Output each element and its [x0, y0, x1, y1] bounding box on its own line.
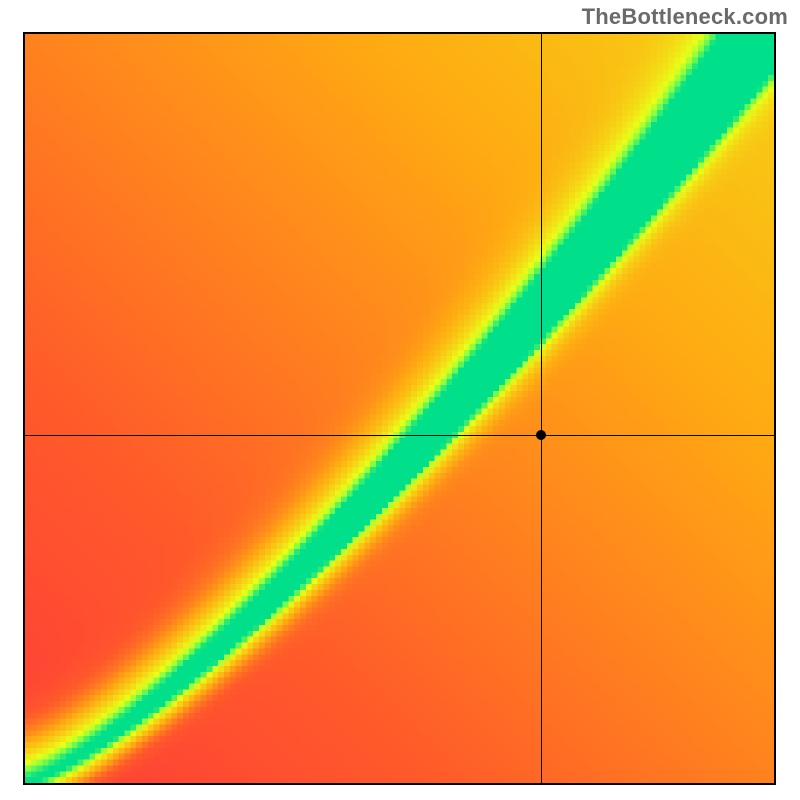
crosshair-horizontal — [25, 435, 774, 436]
heatmap-plot — [23, 32, 776, 785]
crosshair-vertical — [541, 34, 542, 783]
crosshair-marker — [536, 430, 546, 440]
heatmap-canvas — [25, 34, 774, 783]
watermark: TheBottleneck.com — [582, 4, 788, 30]
